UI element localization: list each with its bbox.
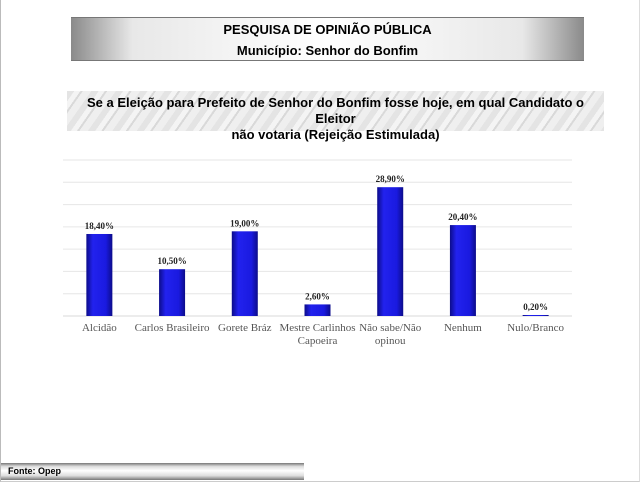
bar: [449, 225, 476, 316]
bar: [522, 315, 549, 316]
category-label: Não sabe/Não: [359, 322, 422, 334]
bar: [304, 304, 331, 316]
question-box: Se a Eleição para Prefeito de Senhor do …: [67, 91, 604, 142]
report-title: PESQUISA DE OPINIÃO PÚBLICA: [223, 22, 432, 37]
category-label: opinou: [375, 335, 406, 347]
bar: [86, 233, 113, 316]
data-label: 0,20%: [523, 302, 548, 312]
category-label: Capoeira: [298, 335, 338, 347]
data-label: 20,40%: [448, 212, 477, 222]
source-footer: Fonte: Opep: [1, 463, 304, 480]
report-municipality: Município: Senhor do Bonfim: [236, 43, 419, 58]
category-label: Gorete Bráz: [218, 322, 272, 334]
bar: [377, 187, 404, 316]
question-line-2: não votaria (Rejeição Estimulada): [231, 127, 440, 142]
question-line-1: Se a Eleição para Prefeito de Senhor do …: [87, 95, 584, 126]
data-label: 28,90%: [376, 174, 405, 184]
bar: [159, 269, 186, 316]
category-label: Nulo/Branco: [507, 322, 564, 334]
category-label: Carlos Brasileiro: [135, 322, 210, 334]
category-label: Mestre Carlinhos: [279, 322, 355, 334]
bar: [231, 231, 258, 316]
category-label: Alcidão: [82, 322, 117, 334]
data-label: 10,50%: [157, 256, 186, 266]
category-label: Nenhum: [444, 322, 482, 334]
data-label: 19,00%: [230, 218, 259, 228]
report-header: PESQUISA DE OPINIÃO PÚBLICA Município: S…: [71, 17, 584, 61]
data-label: 2,60%: [305, 291, 330, 301]
data-label: 18,40%: [85, 221, 114, 231]
